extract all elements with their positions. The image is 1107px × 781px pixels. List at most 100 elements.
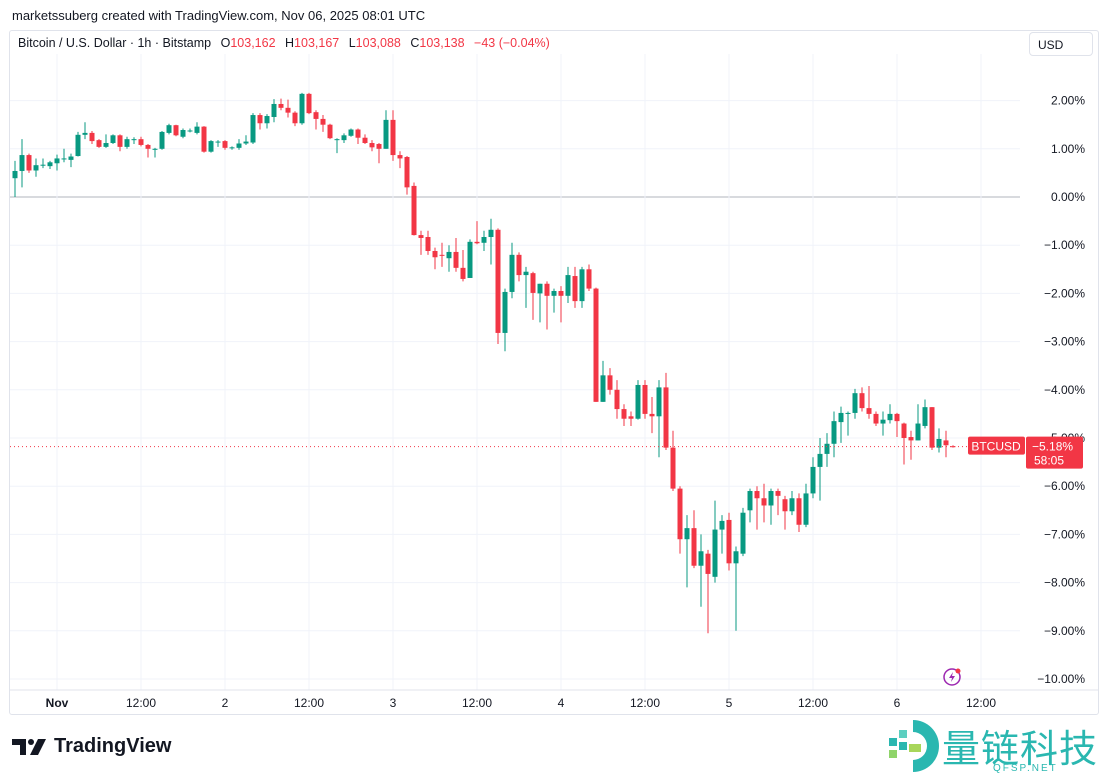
candle-body (131, 139, 137, 141)
candle-up (502, 288, 508, 352)
candle-body (502, 291, 508, 333)
candle-body (943, 440, 949, 446)
candle-up (40, 158, 46, 169)
candle-body (47, 162, 53, 167)
candle-down (929, 407, 935, 451)
y-tick-label: 1.00% (1051, 142, 1085, 156)
low-value: 103,088 (355, 36, 401, 50)
candle-body (152, 148, 158, 150)
candle-body (761, 498, 767, 506)
candle-body (411, 185, 417, 236)
price-axis: 2.00% 1.00% 0.00% −1.00% −2.00% −3.00% −4.00% −… (1037, 94, 1085, 686)
symbol-legend: Bitcoin / U.S. Dollar · 1h · Bitstamp O1… (18, 36, 550, 50)
y-tick-label: −10.00% (1037, 672, 1085, 686)
candle-body (950, 446, 956, 448)
candle-down (320, 115, 326, 132)
candle-up (110, 134, 116, 144)
candle-body (278, 103, 284, 108)
candle-down (89, 130, 95, 144)
candle-up (852, 388, 858, 419)
candle-body (740, 512, 746, 554)
candle-up (194, 122, 200, 135)
tradingview-logo[interactable]: TradingView (12, 735, 171, 758)
candle-body (551, 290, 557, 296)
candle-down (138, 136, 144, 147)
lightning-icon-ring (943, 668, 961, 686)
candle-body (495, 229, 501, 333)
candle-body (635, 384, 641, 419)
candle-up (600, 360, 606, 402)
candle-up (887, 404, 893, 424)
candle-down (726, 512, 732, 571)
candle-up (229, 146, 235, 150)
candle-body (572, 276, 578, 302)
candle-down (572, 266, 578, 308)
candle-body (894, 413, 900, 422)
candle-body (306, 93, 312, 114)
candle-body (215, 141, 221, 143)
candle-body (873, 413, 879, 424)
candle-body (600, 375, 606, 402)
candle-body (250, 115, 256, 143)
candle-up (481, 230, 487, 251)
last-price-line: BTCUSD −5.18%58:05 (10, 436, 1083, 686)
candle-up (383, 110, 389, 149)
candle-body (698, 551, 704, 566)
candle-down (390, 110, 396, 161)
candle-up (299, 92, 305, 125)
close-value: 103,138 (419, 36, 465, 50)
candle-body (166, 125, 172, 133)
candle-body (40, 164, 46, 166)
candle-up (61, 148, 67, 163)
candle-body (432, 250, 438, 258)
candle-body (320, 118, 326, 125)
candle-body (82, 132, 88, 135)
x-tick-label: 2 (222, 696, 229, 710)
high-value: 103,167 (294, 36, 340, 50)
y-tick-label: 2.00% (1051, 94, 1085, 108)
candle-down (544, 281, 550, 330)
candle-body (446, 251, 452, 259)
candles (12, 92, 956, 634)
candle-body (530, 273, 536, 293)
y-tick-label: −4.00% (1044, 383, 1085, 397)
x-tick-label: 12:00 (630, 696, 660, 710)
candle-up (250, 113, 256, 144)
watermark-subtext: QFSP.NET (993, 763, 1058, 774)
candle-body (775, 491, 781, 496)
candle-body (61, 158, 67, 160)
candle-up (747, 488, 753, 523)
symbol-title: Bitcoin / U.S. Dollar · 1h · Bitstamp (18, 36, 212, 50)
price-tag-value: −5.18% (1032, 440, 1073, 454)
x-tick-label: 12:00 (966, 696, 996, 710)
candle-body (222, 141, 228, 148)
x-tick-label: 4 (558, 696, 565, 710)
candle-up (180, 128, 186, 139)
candle-body (481, 237, 487, 243)
candle-body (299, 93, 305, 124)
candle-down (313, 110, 319, 130)
candle-down (362, 134, 368, 144)
candle-down (866, 385, 872, 419)
candle-body (453, 251, 459, 268)
candle-up (789, 491, 795, 516)
tradingview-logo-icon (12, 738, 46, 755)
candle-up (565, 266, 571, 304)
currency-button[interactable]: USD (1029, 32, 1093, 56)
candle-down (474, 221, 480, 245)
candle-body (915, 423, 921, 441)
low-label: L (348, 36, 356, 50)
candle-body (264, 116, 270, 124)
candle-down (201, 126, 207, 153)
candle-down (894, 412, 900, 438)
candle-body (467, 241, 473, 278)
candle-down (460, 250, 466, 282)
candle-body (474, 241, 480, 244)
candle-body (796, 498, 802, 525)
candle-up (733, 546, 739, 631)
candle-body (334, 139, 340, 141)
candle-down (292, 111, 298, 127)
candle-body (705, 553, 711, 574)
candle-body (285, 107, 291, 113)
